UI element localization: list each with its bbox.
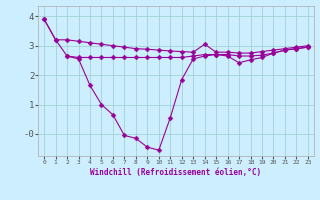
X-axis label: Windchill (Refroidissement éolien,°C): Windchill (Refroidissement éolien,°C) — [91, 168, 261, 177]
